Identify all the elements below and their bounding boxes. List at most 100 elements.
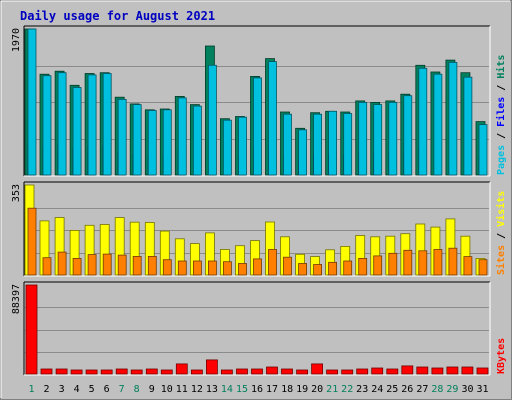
x-tick-label: 15 <box>236 384 248 395</box>
x-tick-label: 26 <box>401 384 413 395</box>
bar-pages-day-10: Pages 10: 880 <box>162 109 172 176</box>
x-tick-label: 27 <box>416 384 428 395</box>
bar-kbytes-day-12: KBytes 12: 4000 <box>190 369 203 375</box>
bar-kbytes-day-16: KBytes 16: 5000 <box>251 368 263 375</box>
bar-pages-day-17: Pages 17: 1530 <box>268 61 277 176</box>
bar-pages-day-13: Pages 13: 1480 <box>207 64 217 176</box>
bar-kbytes-day-11: KBytes 11: 10000 <box>175 363 188 375</box>
bar-sites-day-6: Sites 6: 82 <box>102 253 112 276</box>
bar-sites-day-29: Sites 29: 105 <box>448 247 458 276</box>
bar-pages-day-20: Pages 20: 820 <box>313 113 323 176</box>
x-tick-label: 29 <box>446 384 458 395</box>
bar-sites-day-18: Sites 18: 70 <box>283 256 292 276</box>
y-max-label: 353 <box>11 184 22 202</box>
x-tick-label: 3 <box>59 384 65 395</box>
bar-sites-day-5: Sites 5: 80 <box>87 254 97 276</box>
x-tick-label: 30 <box>461 384 473 395</box>
y-max-label: 1970 <box>11 28 22 52</box>
bar-pages-day-22: Pages 22: 830 <box>343 113 353 176</box>
bar-pages-day-30: Pages 30: 1320 <box>463 76 473 176</box>
bar-kbytes-day-6: KBytes 6: 4000 <box>100 369 113 375</box>
bar-sites-day-31: Sites 31: 60 <box>478 259 488 276</box>
legend-visits-sites: Sites / Visits <box>495 191 507 275</box>
legend-separator: / <box>496 79 507 97</box>
bar-kbytes-day-5: KBytes 5: 4000 <box>85 369 98 375</box>
bar-kbytes-day-21: KBytes 21: 4000 <box>326 369 339 375</box>
bar-sites-day-22: Sites 22: 55 <box>343 260 353 276</box>
x-tick-label: 13 <box>206 384 218 395</box>
bar-sites-day-30: Sites 30: 72 <box>463 256 473 276</box>
x-tick-label: 9 <box>149 384 155 395</box>
bar-kbytes-day-3: KBytes 3: 5000 <box>55 368 68 375</box>
bar-pages-day-29: Pages 29: 1520 <box>448 62 458 176</box>
panel-visits-sites: 353Visits 1: 353Visits 2: 212Visits 3: 2… <box>11 181 491 277</box>
bar-kbytes-day-8: KBytes 8: 4000 <box>130 369 143 375</box>
bar-pages-day-7: Pages 7: 1020 <box>117 99 127 176</box>
bar-kbytes-day-29: KBytes 29: 7000 <box>446 366 459 375</box>
bar-pages-day-27: Pages 27: 1440 <box>418 67 428 176</box>
legend-separator: / <box>496 227 507 245</box>
x-tick-label: 19 <box>296 384 308 395</box>
bar-sites-day-3: Sites 3: 90 <box>57 251 67 276</box>
x-tick-label: 1 <box>28 384 34 395</box>
bar-pages-day-26: Pages 26: 1070 <box>403 95 413 176</box>
bar-kbytes-day-30: KBytes 30: 7000 <box>461 366 474 375</box>
bar-kbytes-day-9: KBytes 9: 5000 <box>145 368 158 375</box>
bar-pages-day-24: Pages 24: 950 <box>373 104 383 176</box>
bar-pages-day-23: Pages 23: 980 <box>358 102 368 176</box>
bar-kbytes-day-31: KBytes 31: 6000 <box>476 367 489 375</box>
x-tick-label: 25 <box>386 384 398 395</box>
x-tick-label: 28 <box>431 384 443 395</box>
x-tick-label: 17 <box>266 384 278 395</box>
bar-sites-day-17: Sites 17: 100 <box>268 249 277 276</box>
bar-pages-day-1: Pages 1: 1970 <box>27 28 37 176</box>
bar-kbytes-day-22: KBytes 22: 4000 <box>341 369 354 375</box>
x-tick-label: 4 <box>74 384 80 395</box>
x-tick-label: 14 <box>221 384 233 395</box>
bar-pages-day-25: Pages 25: 980 <box>388 102 398 176</box>
bar-sites-day-26: Sites 26: 97 <box>403 249 413 276</box>
bar-kbytes-day-24: KBytes 24: 6000 <box>371 367 384 375</box>
x-tick-label: 11 <box>176 384 188 395</box>
legend-item-kbytes: KBytes <box>496 338 507 374</box>
bar-sites-day-9: Sites 9: 73 <box>147 255 157 276</box>
x-tick-label: 10 <box>161 384 173 395</box>
bar-pages-day-21: Pages 21: 860 <box>328 110 338 176</box>
legend-item-visits: Visits <box>495 191 507 227</box>
bar-sites-day-12: Sites 12: 55 <box>192 260 202 276</box>
bar-kbytes-day-7: KBytes 7: 5000 <box>115 368 128 375</box>
x-tick-label: 7 <box>119 384 125 395</box>
x-tick-label: 16 <box>251 384 263 395</box>
legend-item-pages: Pages <box>496 145 507 175</box>
bar-sites-day-7: Sites 7: 78 <box>117 254 127 276</box>
bar-kbytes-day-20: KBytes 20: 10000 <box>311 363 324 375</box>
bar-pages-day-8: Pages 8: 950 <box>132 104 142 176</box>
x-tick-label: 23 <box>356 384 368 395</box>
bar-pages-day-3: Pages 3: 1380 <box>57 72 67 176</box>
bar-sites-day-2: Sites 2: 68 <box>42 257 52 276</box>
bar-kbytes-day-27: KBytes 27: 7000 <box>416 366 429 375</box>
legend-kbytes: KBytes <box>496 338 507 374</box>
bar-kbytes-day-18: KBytes 18: 5000 <box>281 368 293 375</box>
panel-frame <box>24 282 490 375</box>
bar-kbytes-day-1: KBytes 1: 88397 <box>25 284 38 375</box>
bar-pages-day-15: Pages 15: 780 <box>238 116 247 176</box>
bar-kbytes-day-23: KBytes 23: 5000 <box>356 368 369 375</box>
x-tick-label: 5 <box>89 384 95 395</box>
bar-pages-day-11: Pages 11: 1040 <box>177 97 187 176</box>
bar-sites-day-10: Sites 10: 60 <box>162 259 172 276</box>
bar-kbytes-day-10: KBytes 10: 4000 <box>160 369 173 375</box>
bar-sites-day-23: Sites 23: 65 <box>358 257 368 276</box>
bar-sites-day-24: Sites 24: 75 <box>373 255 383 276</box>
bar-sites-day-16: Sites 16: 63 <box>253 258 262 276</box>
y-max-label: 88397 <box>11 284 22 314</box>
bar-sites-day-1: Sites 1: 262 <box>27 207 37 276</box>
bar-kbytes-day-2: KBytes 2: 5000 <box>40 368 53 375</box>
legend-hits-files-pages: Pages / Files / Hits <box>495 55 507 175</box>
legend-item-sites: Sites <box>495 245 507 275</box>
bar-sites-day-27: Sites 27: 95 <box>418 250 428 276</box>
bar-pages-day-16: Pages 16: 1310 <box>253 77 262 176</box>
bar-sites-day-13: Sites 13: 55 <box>207 260 217 276</box>
bar-kbytes-day-15: KBytes 15: 5000 <box>236 368 248 375</box>
